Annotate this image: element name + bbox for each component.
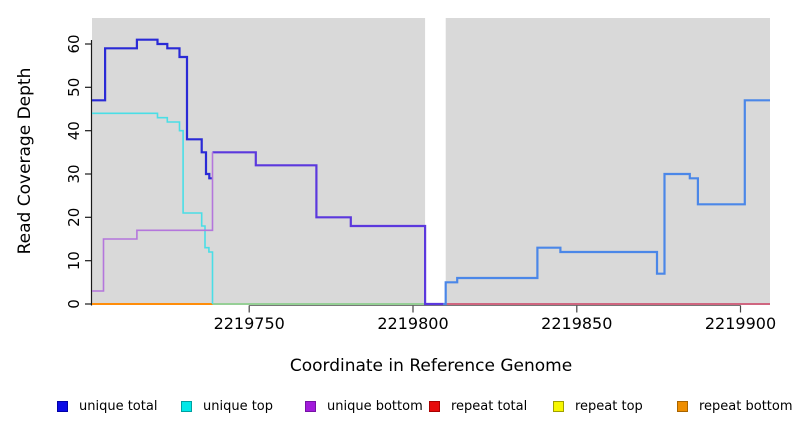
legend-item-unique-bottom: unique bottom: [305, 396, 423, 416]
legend-item-unique-top: unique top: [181, 396, 273, 416]
legend-swatch-unique-bottom: [305, 400, 316, 412]
series-unique-top-line: [92, 112, 214, 304]
series-unique-total-right: [443, 99, 770, 306]
y-tick-label: 40: [65, 121, 83, 140]
legend-swatch-repeat-top: [553, 400, 564, 412]
legend-label-unique-total: unique total: [79, 398, 158, 414]
y-tick-label: 10: [65, 251, 83, 270]
legend-swatch-unique-total: [57, 400, 68, 412]
series-unique-total-left: [92, 38, 213, 180]
legend-label-unique-bottom: unique bottom: [327, 398, 423, 414]
y-tick-label: 60: [65, 34, 83, 53]
legend-item-repeat-total: repeat total: [429, 396, 527, 416]
legend-swatch-unique-top: [181, 400, 192, 412]
legend-label-repeat-top: repeat top: [575, 398, 643, 414]
legend: unique total unique top unique bottom repea…: [0, 396, 792, 420]
y-tick-label: 20: [65, 208, 83, 227]
legend-item-repeat-top: repeat top: [553, 396, 643, 416]
y-tick-label: 50: [65, 78, 83, 97]
coverage-chart: 0 10 20 30 40 50 60 2219750 2219800 2219850 221990…: [65, 18, 776, 333]
legend-swatch-repeat-total: [429, 400, 440, 412]
x-axis-title: Coordinate in Reference Genome: [289, 356, 573, 376]
series-unique-total-mid: [212, 151, 444, 306]
x-tick-label: 2219750: [214, 314, 285, 333]
legend-label-repeat-total: repeat total: [451, 398, 528, 414]
y-axis-title: Read Coverage Depth: [15, 67, 35, 255]
legend-label-unique-top: unique top: [203, 398, 274, 414]
x-tick-label: 2219850: [541, 314, 612, 333]
series-unique-bottom-line: [92, 152, 214, 292]
y-tick-label: 0: [65, 299, 83, 309]
y-tick-label: 30: [65, 164, 83, 183]
x-tick-label: 2219800: [377, 314, 448, 333]
legend-label-repeat-bottom: repeat bottom: [699, 398, 792, 414]
legend-item-repeat-bottom: repeat bottom: [677, 396, 792, 416]
coverage-gap-band: [425, 18, 446, 305]
legend-swatch-repeat-bottom: [677, 400, 688, 412]
x-tick-label: 2219900: [705, 314, 776, 333]
legend-item-unique-total: unique total: [57, 396, 157, 416]
